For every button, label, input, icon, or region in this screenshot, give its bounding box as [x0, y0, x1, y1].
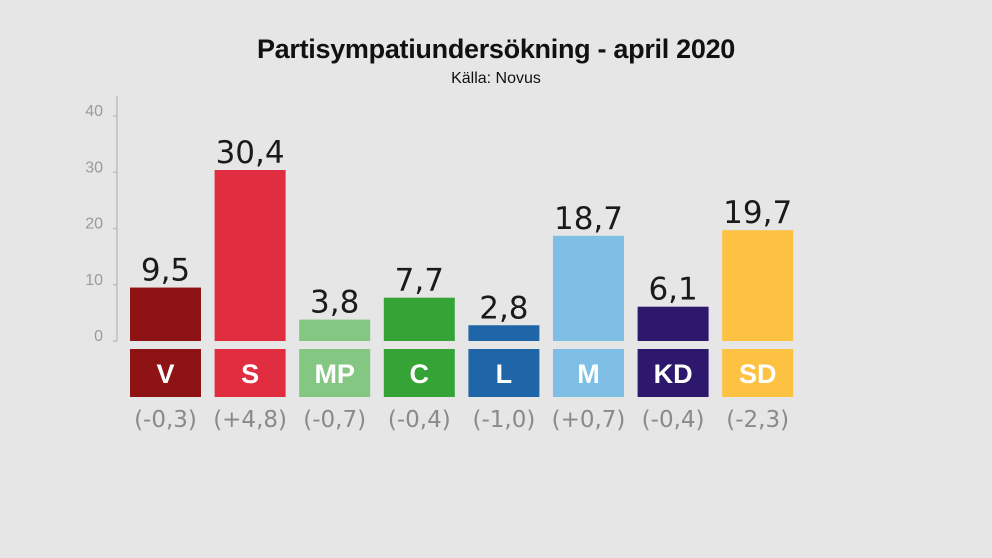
value-label: 3,8 [310, 285, 359, 321]
party-label-box [468, 349, 540, 397]
bar [637, 306, 709, 341]
bar [553, 235, 624, 341]
change-label: (-0,7) [303, 407, 366, 433]
bar-group-sd: 19,7 SD (-2,3) [722, 195, 794, 433]
bar-group-m: 18,7 M (+0,7) [552, 201, 626, 433]
bar-group-v: 9,5 V (-0,3) [130, 253, 201, 433]
party-label-box [214, 349, 286, 397]
party-label-box [130, 349, 201, 397]
party-label-box [299, 349, 371, 397]
value-label: 7,7 [395, 263, 444, 299]
change-label: (-2,3) [726, 407, 789, 433]
value-label: 6,1 [648, 272, 697, 308]
bar [383, 297, 455, 341]
value-label: 18,7 [554, 201, 623, 237]
change-label: (-0,4) [642, 407, 705, 433]
change-label: (-0,4) [388, 407, 451, 433]
party-label: V [156, 359, 174, 389]
chart-title: Partisympatiundersökning - april 2020 [256, 34, 736, 64]
value-label: 19,7 [723, 195, 792, 231]
party-label-box [553, 349, 624, 397]
value-label: 9,5 [141, 253, 190, 289]
party-label: KD [654, 359, 693, 389]
y-tick-label: 40 [85, 103, 103, 120]
value-label: 30,4 [216, 135, 285, 171]
bar [214, 170, 286, 341]
bar [722, 230, 794, 341]
party-label-box [722, 349, 794, 397]
party-label: SD [739, 359, 777, 389]
party-label: S [241, 359, 259, 389]
bar [468, 325, 540, 341]
bar [130, 287, 201, 341]
chart-source: Källa: Novus [451, 70, 541, 87]
bar-group-l: 2,8 L (-1,0) [468, 290, 540, 433]
change-label: (+0,7) [552, 407, 626, 433]
bar-group-mp: 3,8 MP (-0,7) [299, 285, 371, 433]
change-label: (-1,0) [472, 407, 535, 433]
party-label: M [577, 359, 600, 389]
party-label: L [496, 359, 513, 389]
bar-group-c: 7,7 C (-0,4) [383, 263, 455, 433]
party-label: MP [314, 359, 355, 389]
bar [299, 319, 371, 341]
bar-group-s: 30,4 S (+4,8) [213, 135, 287, 433]
y-tick-label: 20 [85, 216, 103, 233]
change-label: (-0,3) [134, 407, 197, 433]
y-tick-label: 0 [94, 328, 103, 345]
party-label-box [637, 349, 709, 397]
party-label-box [383, 349, 455, 397]
change-label: (+4,8) [213, 407, 287, 433]
y-axis: 0 10 20 30 40 [85, 96, 118, 345]
value-label: 2,8 [479, 290, 528, 326]
y-tick-label: 10 [85, 272, 103, 289]
y-tick-label: 30 [85, 159, 103, 176]
bars: 9,5 V (-0,3) 30,4 S (+4,8) 3,8 MP (-0,7) 7,7 C (-0,… [130, 135, 794, 433]
bar-group-kd: 6,1 KD (-0,4) [637, 272, 709, 433]
party-label: C [410, 359, 430, 389]
